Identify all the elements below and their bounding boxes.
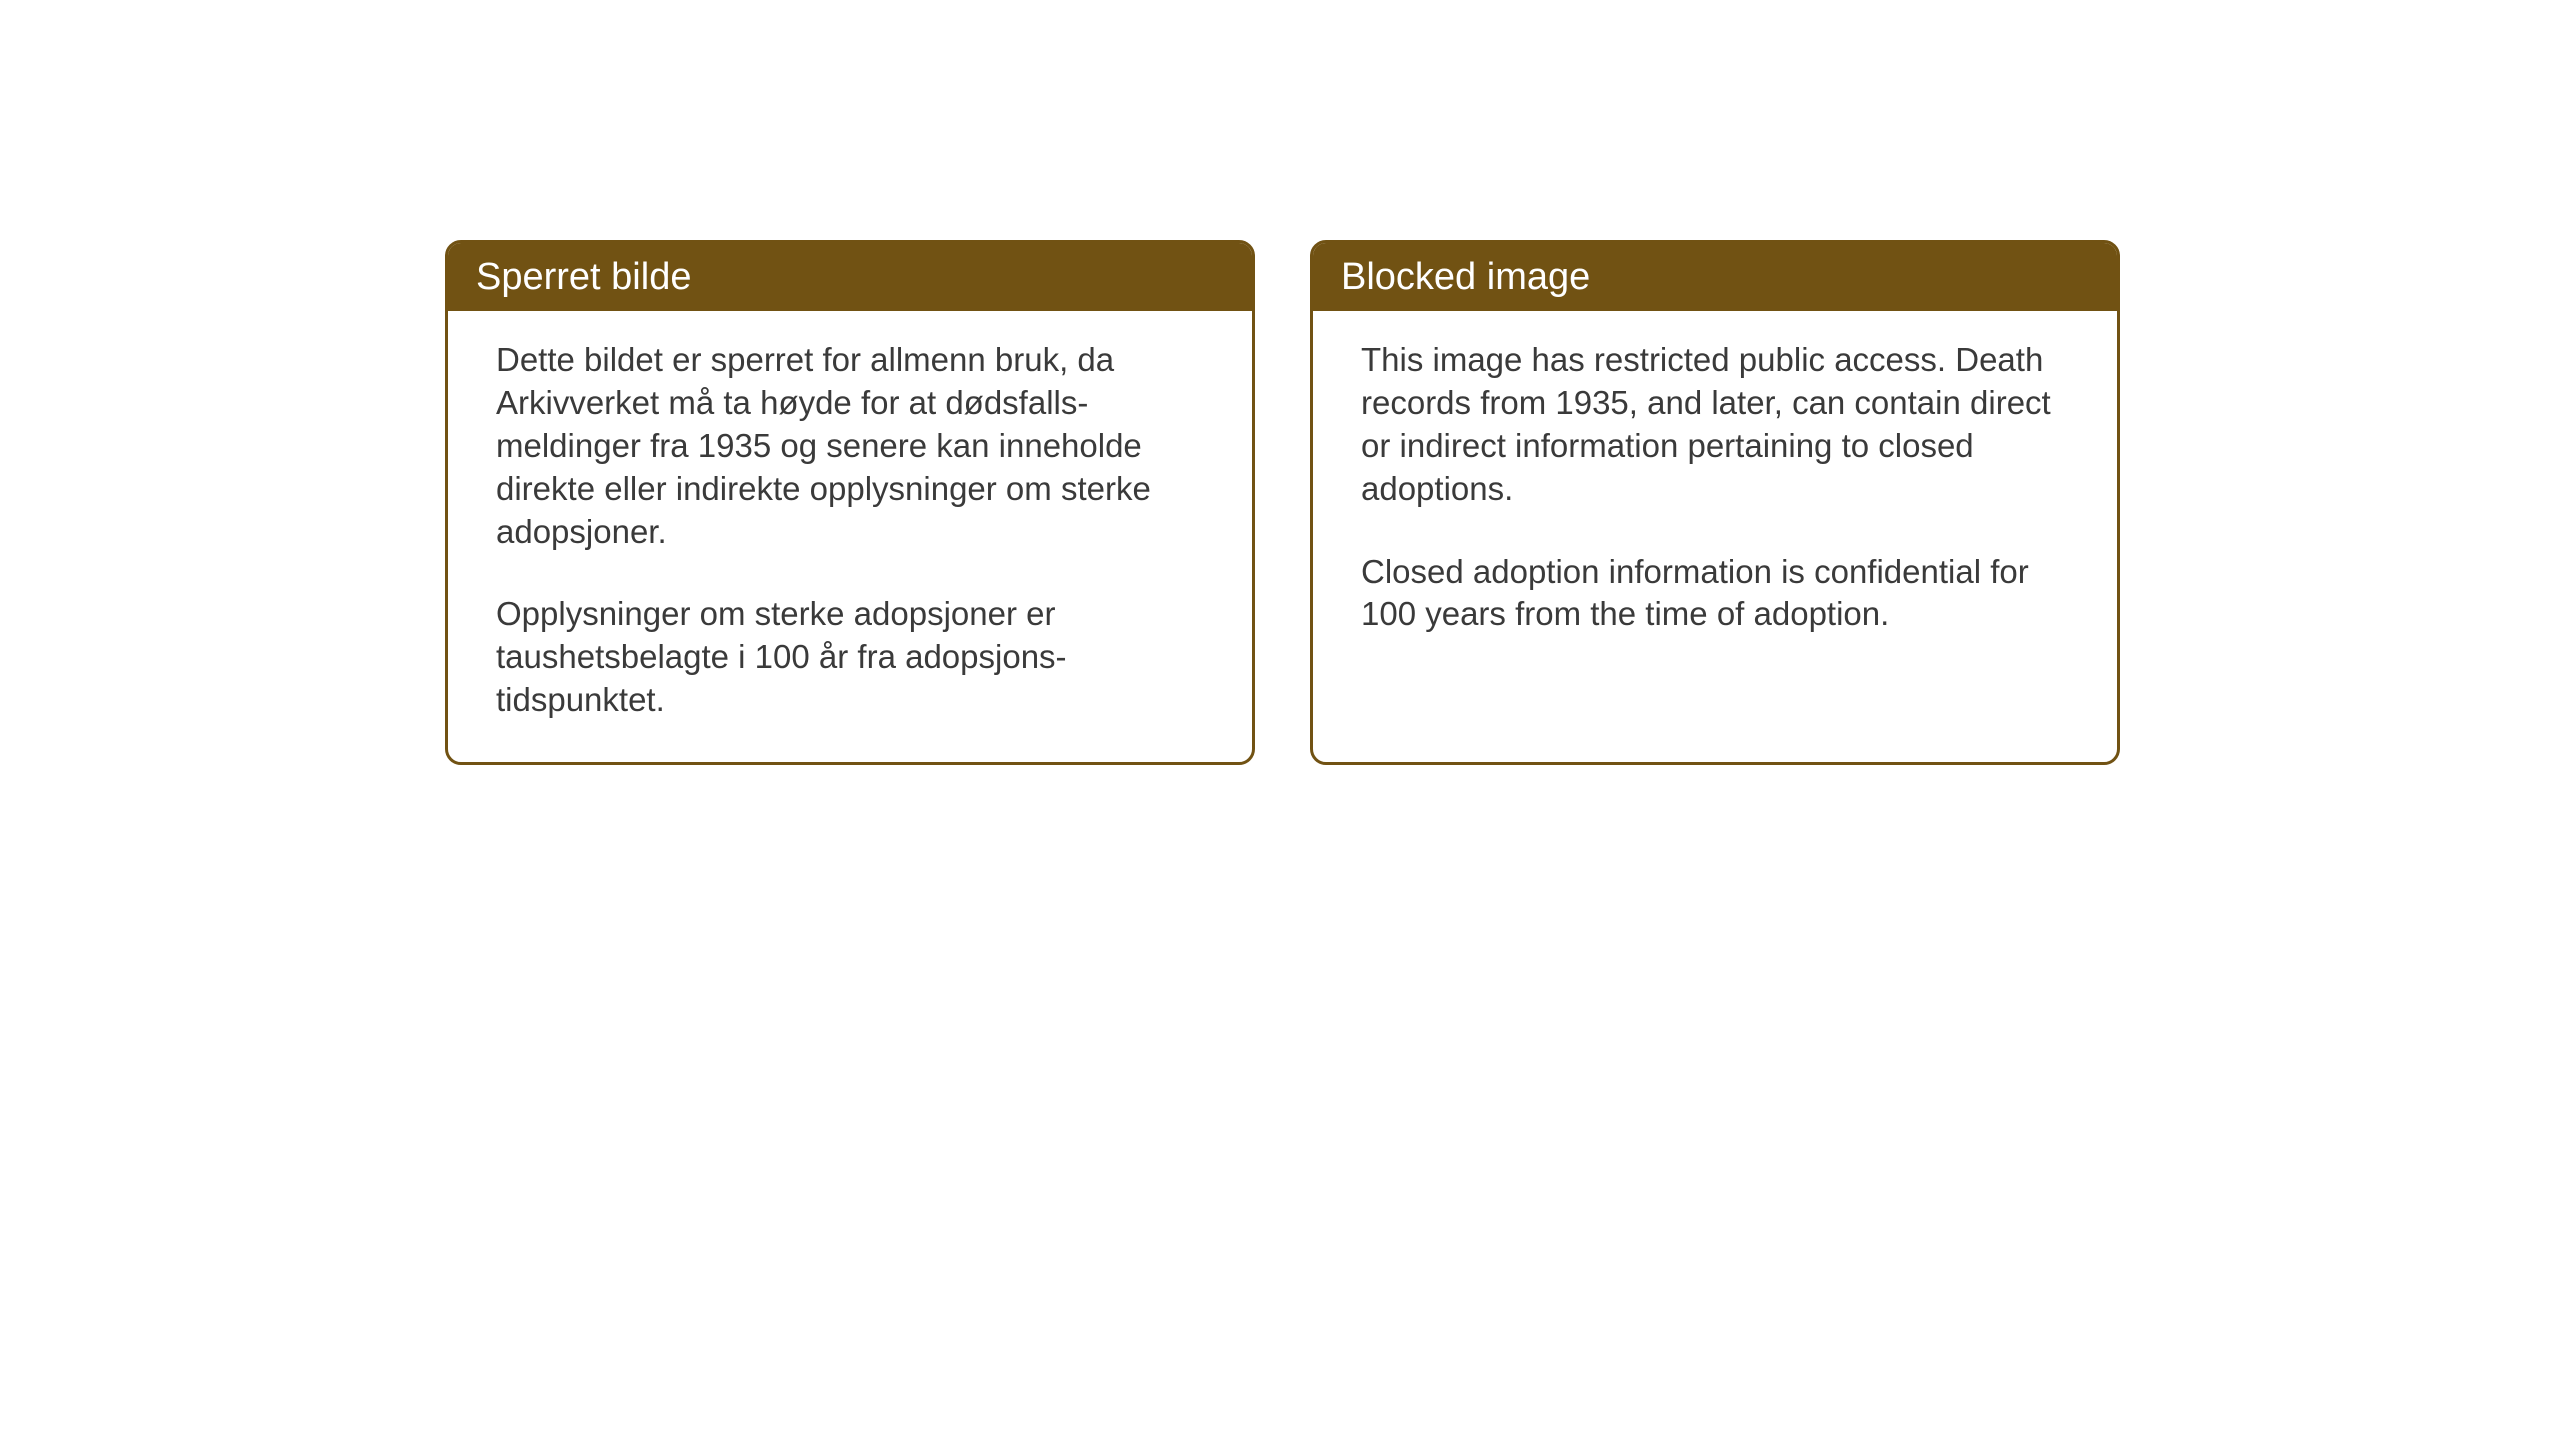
card-header-norwegian: Sperret bilde: [448, 243, 1252, 311]
card-body-english: This image has restricted public access.…: [1313, 311, 2117, 676]
notice-card-norwegian: Sperret bilde Dette bildet er sperret fo…: [445, 240, 1255, 765]
card-paragraph-1-english: This image has restricted public access.…: [1361, 339, 2077, 511]
card-title-norwegian: Sperret bilde: [476, 256, 691, 298]
card-paragraph-1-norwegian: Dette bildet er sperret for allmenn bruk…: [496, 339, 1212, 553]
notice-card-english: Blocked image This image has restricted …: [1310, 240, 2120, 765]
card-header-english: Blocked image: [1313, 243, 2117, 311]
card-paragraph-2-english: Closed adoption information is confident…: [1361, 551, 2077, 637]
card-body-norwegian: Dette bildet er sperret for allmenn bruk…: [448, 311, 1252, 762]
notice-container: Sperret bilde Dette bildet er sperret fo…: [445, 240, 2560, 765]
card-paragraph-2-norwegian: Opplysninger om sterke adopsjoner er tau…: [496, 593, 1212, 722]
card-title-english: Blocked image: [1341, 256, 1590, 298]
